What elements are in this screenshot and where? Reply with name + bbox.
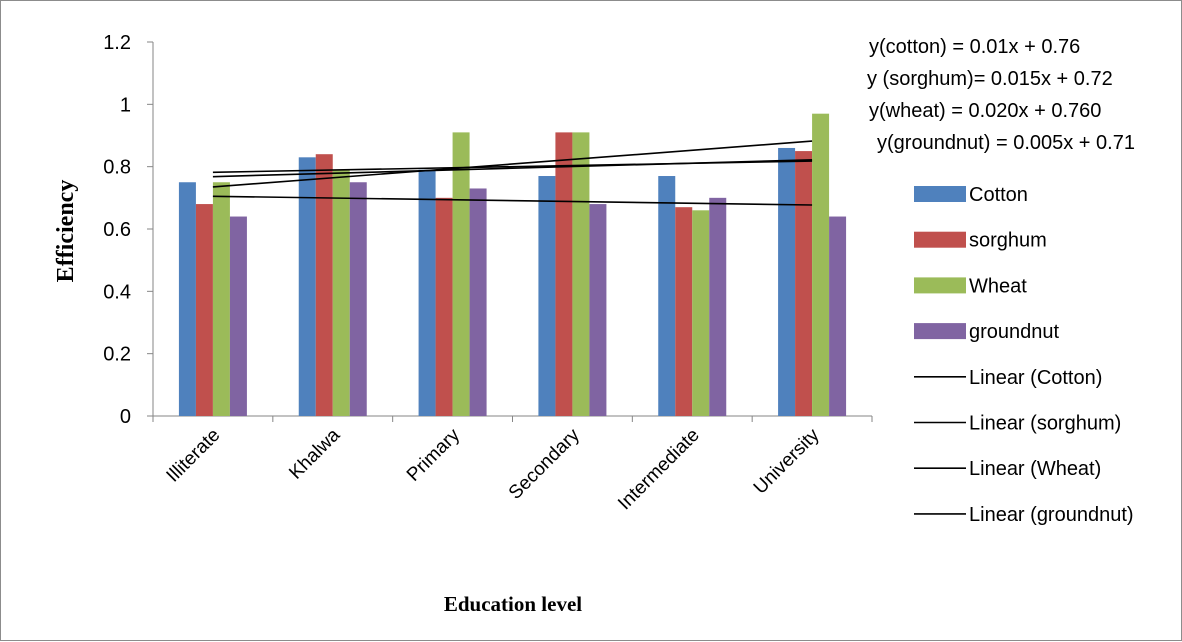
legend-label: Linear (sorghum) (969, 413, 1121, 435)
y-tick-label: 0.4 (103, 281, 131, 303)
bar-cotton (658, 176, 676, 416)
trendline (212, 159, 813, 178)
legend-label: Linear (Wheat) (969, 458, 1101, 480)
trend-equation: y(cotton) = 0.01x + 0.76 (869, 36, 1080, 58)
bar-groundnut (229, 216, 247, 416)
bar-sorghum (675, 207, 693, 416)
trendline (212, 195, 813, 206)
bar-sorghum (435, 197, 453, 416)
bar-groundnut (469, 188, 487, 416)
legend-swatch (914, 277, 966, 294)
bar-cotton (418, 169, 436, 416)
bar-cotton (298, 157, 316, 417)
x-tick-label: Secondary (505, 424, 584, 503)
trendlines (212, 140, 813, 206)
bar-groundnut (589, 204, 607, 416)
bar-groundnut (349, 182, 367, 416)
y-tick-label: 0 (120, 406, 131, 428)
y-tick-label: 0.6 (103, 219, 131, 241)
legend-label: Cotton (969, 184, 1028, 206)
bar-sorghum (195, 204, 213, 416)
y-tick-label: 1 (120, 94, 131, 116)
trend-equation: y(wheat) = 0.020x + 0.760 (869, 100, 1101, 122)
y-tick-label: 0.8 (103, 157, 131, 179)
bar-cotton (178, 182, 196, 416)
y-axis-title: Efficiency (53, 180, 79, 283)
y-tick-label: 0.2 (103, 344, 131, 366)
bar-wheat (212, 182, 230, 416)
y-tick-label: 1.2 (103, 32, 131, 54)
bar-groundnut (829, 216, 847, 416)
bar-wheat (452, 132, 470, 416)
trend-equation: y (sorghum)= 0.015x + 0.72 (867, 68, 1113, 90)
trendline (212, 140, 813, 188)
legend-swatch (914, 231, 966, 248)
legend-swatch (914, 186, 966, 202)
bar-sorghum (555, 132, 573, 416)
labels: Efficiency Education level (53, 180, 582, 616)
bar-wheat (332, 169, 350, 416)
bar-sorghum (795, 151, 813, 417)
legend-label: Wheat (969, 275, 1027, 297)
legend-label: Linear (Cotton) (969, 367, 1102, 389)
legend-label: sorghum (969, 230, 1047, 252)
legend-swatch (914, 323, 966, 340)
x-tick-label: Intermediate (614, 425, 704, 515)
bar-cotton (538, 176, 556, 416)
bar-wheat (692, 210, 710, 416)
legend: Cotton sorghum Wheat groundnut Linear (Cotto… (914, 184, 1134, 526)
x-axis-title: Education level (444, 592, 582, 616)
x-tick-label: Primary (403, 424, 464, 485)
legend-label: groundnut (969, 321, 1060, 343)
x-tick-label: University (750, 424, 824, 498)
bar-sorghum (315, 154, 333, 416)
bar-wheat (572, 132, 590, 416)
bar-wheat (812, 113, 830, 416)
bar-groundnut (709, 197, 727, 416)
legend-label: Linear (groundnut) (969, 504, 1134, 526)
bars (178, 113, 847, 417)
x-tick-label: Illiterate (163, 425, 225, 487)
x-tick-label: Khalwa (285, 424, 344, 483)
trend-equation: y(groundnut) = 0.005x + 0.71 (877, 132, 1135, 154)
bar-cotton (778, 147, 796, 416)
trend-equations: y(cotton) = 0.01x + 0.76 y (sorghum)= 0.0… (867, 36, 1135, 154)
